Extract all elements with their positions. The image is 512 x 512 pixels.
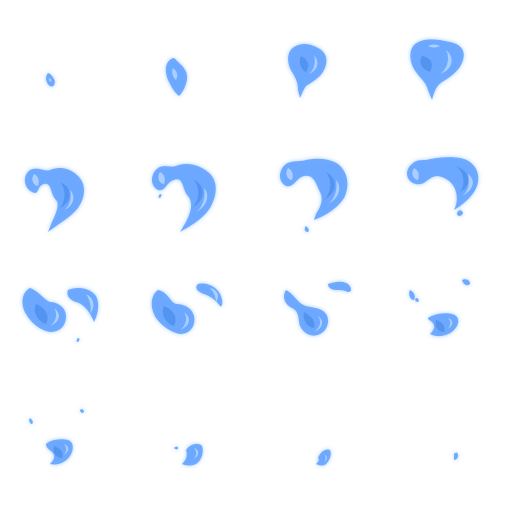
frame-09 [0, 256, 128, 384]
frame-04 [384, 0, 512, 128]
frame-11 [256, 256, 384, 384]
frame-02 [128, 0, 256, 128]
frame-05 [0, 128, 128, 256]
flame-sprite [409, 279, 470, 337]
flame-sprite [454, 452, 458, 460]
frame-15 [256, 384, 384, 512]
flame-sprite [22, 288, 99, 342]
flame-sprite [280, 158, 348, 232]
flame-sprite [152, 164, 216, 232]
flame-sprite [316, 449, 331, 466]
frame-07 [256, 128, 384, 256]
frame-03 [256, 0, 384, 128]
frame-01 [0, 0, 128, 128]
frame-13 [0, 384, 128, 512]
flame-sprite [46, 73, 55, 87]
flame-sprite [151, 283, 223, 334]
flame-sprite [174, 443, 203, 466]
frame-12 [384, 256, 512, 384]
flame-sprite [410, 39, 464, 100]
frame-16 [384, 384, 512, 512]
frame-10 [128, 256, 256, 384]
flame-sprite [165, 58, 188, 96]
flame-sprite [284, 281, 351, 336]
frame-08 [384, 128, 512, 256]
flame-sprite [24, 168, 84, 232]
flame-sprite [288, 44, 327, 98]
flame-sprite [407, 157, 479, 216]
frame-06 [128, 128, 256, 256]
frame-14 [128, 384, 256, 512]
flame-sprite [29, 409, 84, 465]
